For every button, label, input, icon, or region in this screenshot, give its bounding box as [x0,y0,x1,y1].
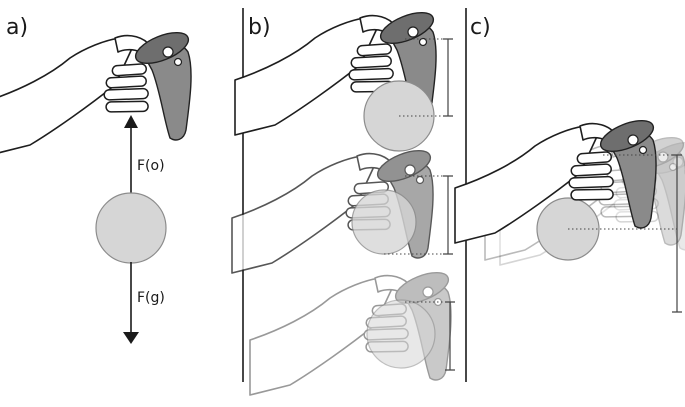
displacement-bracket [443,175,453,255]
force-gravity-label: F(g) [137,290,165,306]
panel-label-a: a) [6,15,28,40]
ball-icon [351,189,417,255]
panel-label-c: c) [470,15,491,40]
panel-c [454,113,685,313]
ball-icon [366,299,436,369]
panel-label-b: b) [248,15,271,40]
panel-b [231,5,455,396]
arrow-up-head [124,115,138,128]
arrow-down-head [123,332,139,344]
panel-a: F(o) F(g) [0,25,194,344]
force-object-label: F(o) [137,158,165,174]
ball-icon [95,192,167,264]
hand-controller-icon [0,25,194,156]
displacement-bracket [445,301,455,371]
displacement-bracket [672,154,682,313]
displacement-bracket [443,38,453,117]
